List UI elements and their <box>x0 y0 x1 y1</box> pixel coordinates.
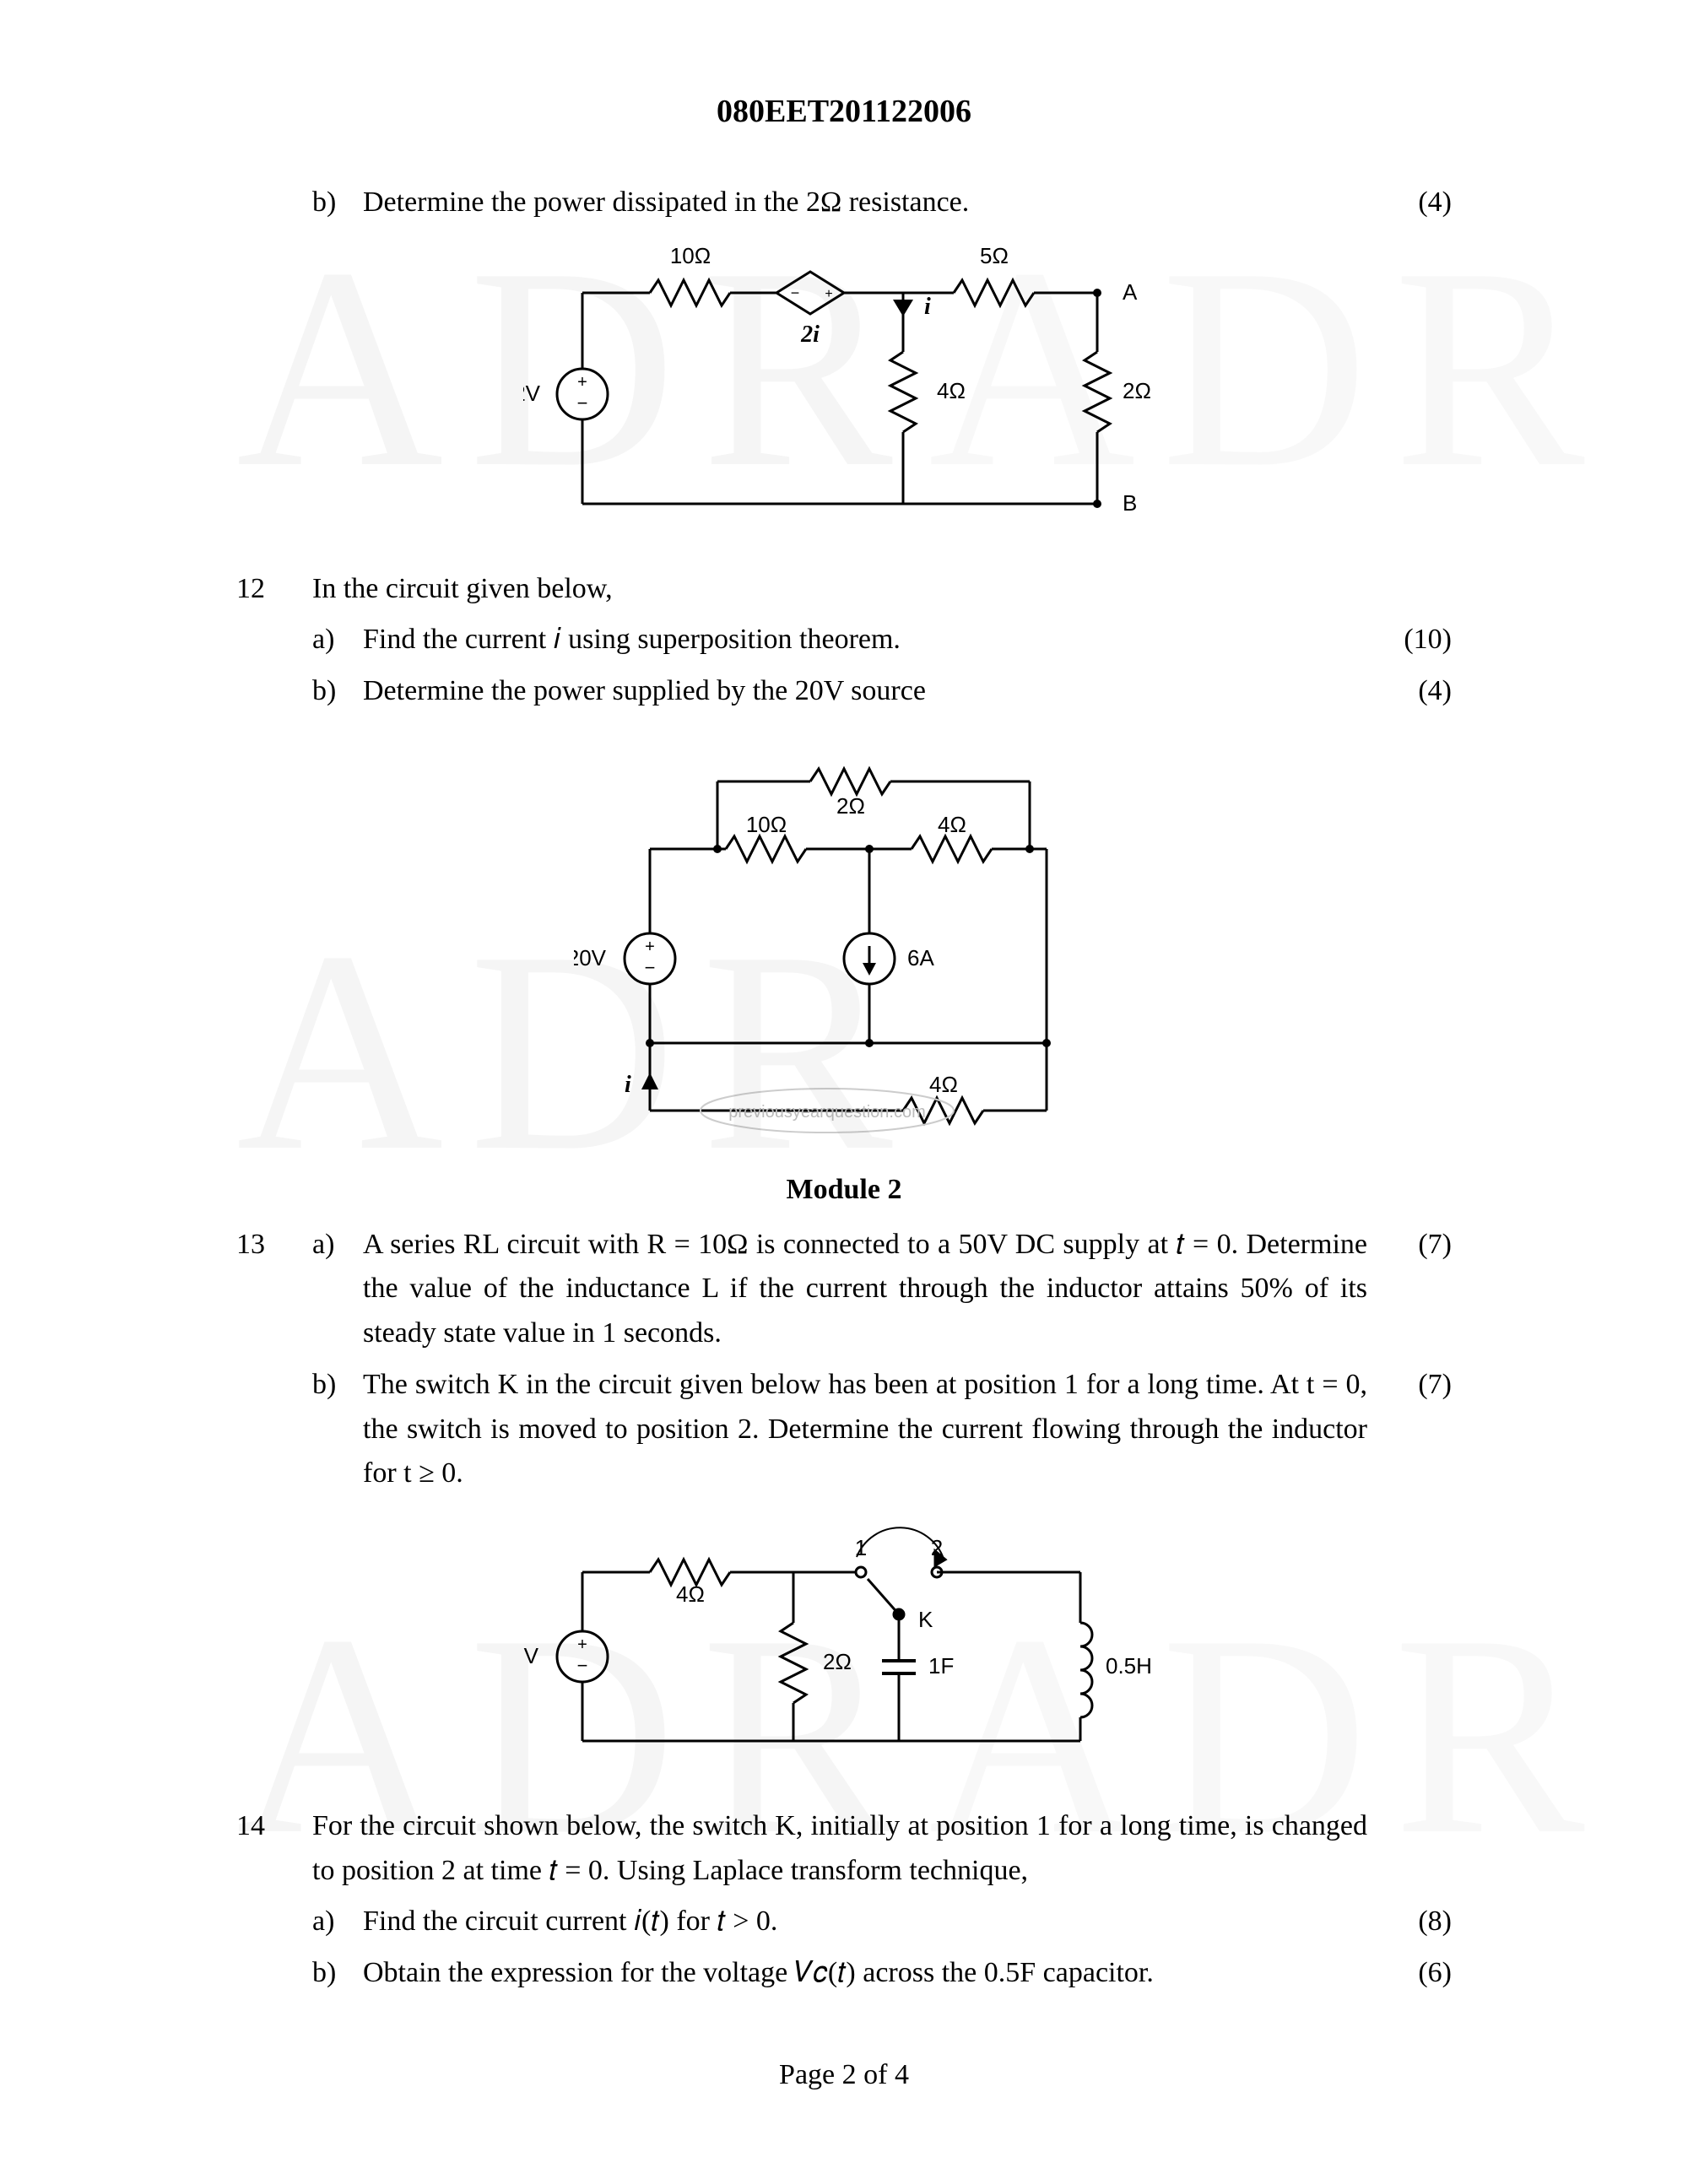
q14a-sub: a) <box>312 1900 363 1944</box>
svg-text:4Ω: 4Ω <box>938 812 966 837</box>
q14b-sub: b) <box>312 1951 363 1996</box>
svg-text:1: 1 <box>855 1535 867 1560</box>
svg-text:4Ω: 4Ω <box>676 1581 705 1607</box>
svg-text:+: + <box>577 1635 587 1654</box>
q13-num: 13 <box>236 1223 312 1268</box>
q11b-row: b) Determine the power dissipated in the… <box>236 181 1452 225</box>
q12b-text: Determine the power supplied by the 20V … <box>363 669 1384 714</box>
q12a-text: Find the current 𝑖 using superposition t… <box>363 618 1384 662</box>
svg-text:2: 2 <box>931 1535 943 1560</box>
q14b-text: Obtain the expression for the voltage 𝑉𝑐… <box>363 1951 1384 1996</box>
circuit-3: + − 10V 4Ω 2Ω 1F 0.5H K 1 2 <box>236 1505 1452 1779</box>
svg-text:0.5H: 0.5H <box>1106 1653 1152 1679</box>
svg-text:4Ω: 4Ω <box>937 378 966 403</box>
svg-text:2Ω: 2Ω <box>836 793 865 819</box>
q12b-sub: b) <box>312 669 363 714</box>
q12-intro-text: In the circuit given below, <box>312 567 1384 612</box>
q11b-text: Determine the power dissipated in the 2Ω… <box>363 181 1384 225</box>
svg-text:1F: 1F <box>928 1653 954 1679</box>
page-footer: Page 2 of 4 <box>0 2059 1688 2091</box>
module-2-header: Module 2 <box>236 1174 1452 1206</box>
svg-text:−: − <box>577 392 588 414</box>
svg-text:B: B <box>1123 490 1137 516</box>
q13a-row: 13 a) A series RL circuit with R = 10Ω i… <box>236 1223 1452 1356</box>
q14a-marks: (8) <box>1384 1900 1452 1944</box>
svg-text:−: − <box>577 1655 588 1676</box>
svg-text:4Ω: 4Ω <box>929 1072 958 1097</box>
q14b-marks: (6) <box>1384 1951 1452 1996</box>
svg-text:2Ω: 2Ω <box>1123 378 1151 403</box>
svg-text:−: − <box>791 284 800 301</box>
q11b-marks: (4) <box>1384 181 1452 225</box>
q13b-sub: b) <box>312 1363 363 1408</box>
paper-code: 080EET201122006 <box>236 93 1452 130</box>
q13a-marks: (7) <box>1384 1223 1452 1268</box>
q12a-marks: (10) <box>1384 618 1452 662</box>
q12b-marks: (4) <box>1384 669 1452 714</box>
circuit-1: + − − + 12V 10Ω 5Ω 4Ω 2Ω 2i i A B <box>236 234 1452 542</box>
q12b-row: b) Determine the power supplied by the 2… <box>236 669 1452 714</box>
svg-text:12V: 12V <box>523 381 541 406</box>
svg-text:A: A <box>1123 279 1138 305</box>
q14b-row: b) Obtain the expression for the voltage… <box>236 1951 1452 1996</box>
q14a-row: a) Find the circuit current 𝑖(𝑡) for 𝑡 >… <box>236 1900 1452 1944</box>
q12a-row: a) Find the current 𝑖 using superpositio… <box>236 618 1452 662</box>
q13b-text: The switch K in the circuit given below … <box>363 1363 1384 1496</box>
svg-text:10V: 10V <box>523 1643 539 1668</box>
q13b-marks: (7) <box>1384 1363 1452 1408</box>
svg-text:2Ω: 2Ω <box>823 1649 852 1674</box>
svg-text:10Ω: 10Ω <box>746 812 787 837</box>
q13b-row: b) The switch K in the circuit given bel… <box>236 1363 1452 1496</box>
q12-intro: 12 In the circuit given below, <box>236 567 1452 612</box>
q11b-sub: b) <box>312 181 363 225</box>
circuit-2: + − 20V 6A 10Ω 2Ω 4Ω 4Ω i previousyearqu… <box>236 739 1452 1149</box>
svg-text:+: + <box>577 373 587 392</box>
svg-text:K: K <box>918 1607 933 1632</box>
q14-intro-text: For the circuit shown below, the switch … <box>312 1804 1384 1893</box>
svg-text:previousyearquestion.com: previousyearquestion.com <box>728 1103 925 1122</box>
svg-text:10Ω: 10Ω <box>670 243 711 268</box>
svg-text:i: i <box>625 1072 631 1098</box>
svg-text:2i: 2i <box>800 322 820 348</box>
q14-num: 14 <box>236 1804 312 1849</box>
q13a-sub: a) <box>312 1223 363 1268</box>
q13a-text: A series RL circuit with R = 10Ω is conn… <box>363 1223 1384 1356</box>
svg-text:+: + <box>825 287 832 301</box>
svg-text:i: i <box>924 294 931 320</box>
q12-num: 12 <box>236 567 312 612</box>
svg-text:5Ω: 5Ω <box>980 243 1009 268</box>
q12a-sub: a) <box>312 618 363 662</box>
q14a-text: Find the circuit current 𝑖(𝑡) for 𝑡 > 0. <box>363 1900 1384 1944</box>
q14-intro: 14 For the circuit shown below, the swit… <box>236 1804 1452 1893</box>
svg-text:−: − <box>645 957 656 978</box>
svg-text:20V: 20V <box>574 945 607 970</box>
svg-text:6A: 6A <box>907 945 934 970</box>
svg-text:+: + <box>645 938 655 956</box>
